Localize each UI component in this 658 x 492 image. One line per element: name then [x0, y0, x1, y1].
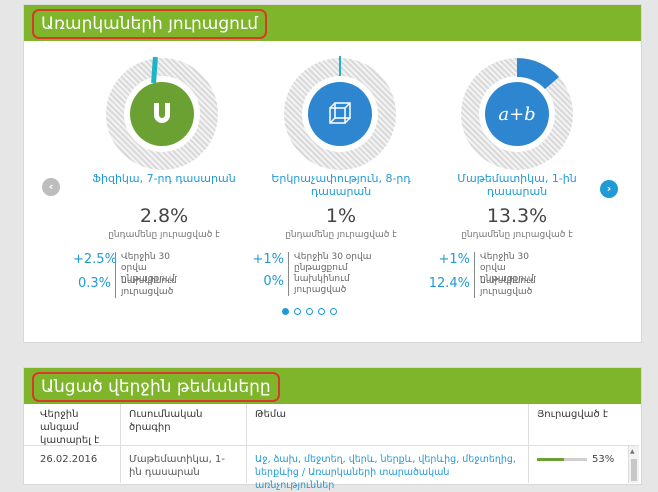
subject-link[interactable]: Երկրաչափություն, 8-րդ դասարան: [271, 172, 411, 198]
row-date: 26.02.2016: [40, 454, 98, 465]
stat-30-days: +2.5% Վերջին 30 օրվա ընթացքում: [73, 252, 191, 285]
column-header-topic[interactable]: Թեմա: [255, 409, 287, 420]
mastery-bar-fill: [537, 458, 564, 461]
panel-header: Անցած վերջին թեմաները: [24, 368, 641, 404]
percent-note: ընդամենը յուրացված է: [108, 230, 220, 240]
subject-link[interactable]: Մաթեմատիկա, 1-ին դասարան: [457, 172, 577, 198]
percent-total: 1%: [325, 205, 357, 227]
scrollbar[interactable]: ▲: [628, 446, 639, 483]
stat-previous: 12.4% նախկինում յուրացված: [422, 276, 580, 298]
pagination-dot[interactable]: [306, 308, 313, 315]
stat-30-days: +1% Վերջին 30 օրվա ընթացքում: [252, 252, 404, 274]
row-program: Մաթեմատիկա, 1-ին դասարան: [129, 454, 225, 478]
pagination-dot[interactable]: [294, 308, 301, 315]
progress-ring: [284, 58, 396, 170]
pagination-dot[interactable]: [318, 308, 325, 315]
scroll-up-icon[interactable]: ▲: [630, 448, 635, 455]
row-percent: 53%: [592, 454, 615, 465]
column-header-mastery[interactable]: Յուրացված է: [537, 409, 609, 420]
pagination-dot[interactable]: [282, 308, 289, 315]
panel-header: Առարկաների յուրացում: [24, 5, 641, 41]
progress-ring: [106, 58, 218, 170]
magnet-icon: [130, 82, 194, 146]
pagination-dot[interactable]: [330, 308, 337, 315]
cube-icon: [308, 82, 372, 146]
subject-link[interactable]: Ֆիզիկա, 7-րդ դասարան: [92, 172, 236, 185]
panel-title: Անցած վերջին թեմաները: [32, 372, 280, 402]
progress-arc: [517, 58, 559, 89]
column-header-program[interactable]: Ուսումնական ծրագիր: [129, 409, 203, 433]
percent-note: ընդամենը յուրացված է: [285, 230, 397, 240]
stat-previous: 0% նախկինում յուրացված: [252, 274, 404, 296]
mastery-bar: [537, 458, 587, 461]
progress-arc: [339, 56, 341, 76]
percent-total: 2.8%: [139, 205, 189, 227]
formula-icon: a+b: [485, 82, 549, 146]
recent-topics-panel: Անցած վերջին թեմաները: [23, 367, 642, 485]
carousel-next-button[interactable]: ›: [600, 180, 618, 198]
carousel-prev-button[interactable]: ‹: [42, 178, 60, 196]
stat-30-days: +1% Վերջին 30 օրվա ընթացքում: [432, 252, 550, 285]
stat-previous: 0.3% նախկինում յուրացված: [73, 276, 221, 298]
carousel-pagination: [282, 308, 337, 315]
column-header-date[interactable]: Վերջին անգամ կատարել է: [40, 409, 100, 446]
panel-title: Առարկաների յուրացում: [32, 9, 268, 39]
percent-total: 13.3%: [486, 205, 548, 227]
scrollbar-thumb[interactable]: [631, 459, 637, 481]
percent-note: ընդամենը յուրացված է: [461, 230, 573, 240]
row-topic-link[interactable]: Աջ, ձախ, մեջտեղ, վերև, ներքև, վերևից, մե…: [255, 454, 516, 491]
